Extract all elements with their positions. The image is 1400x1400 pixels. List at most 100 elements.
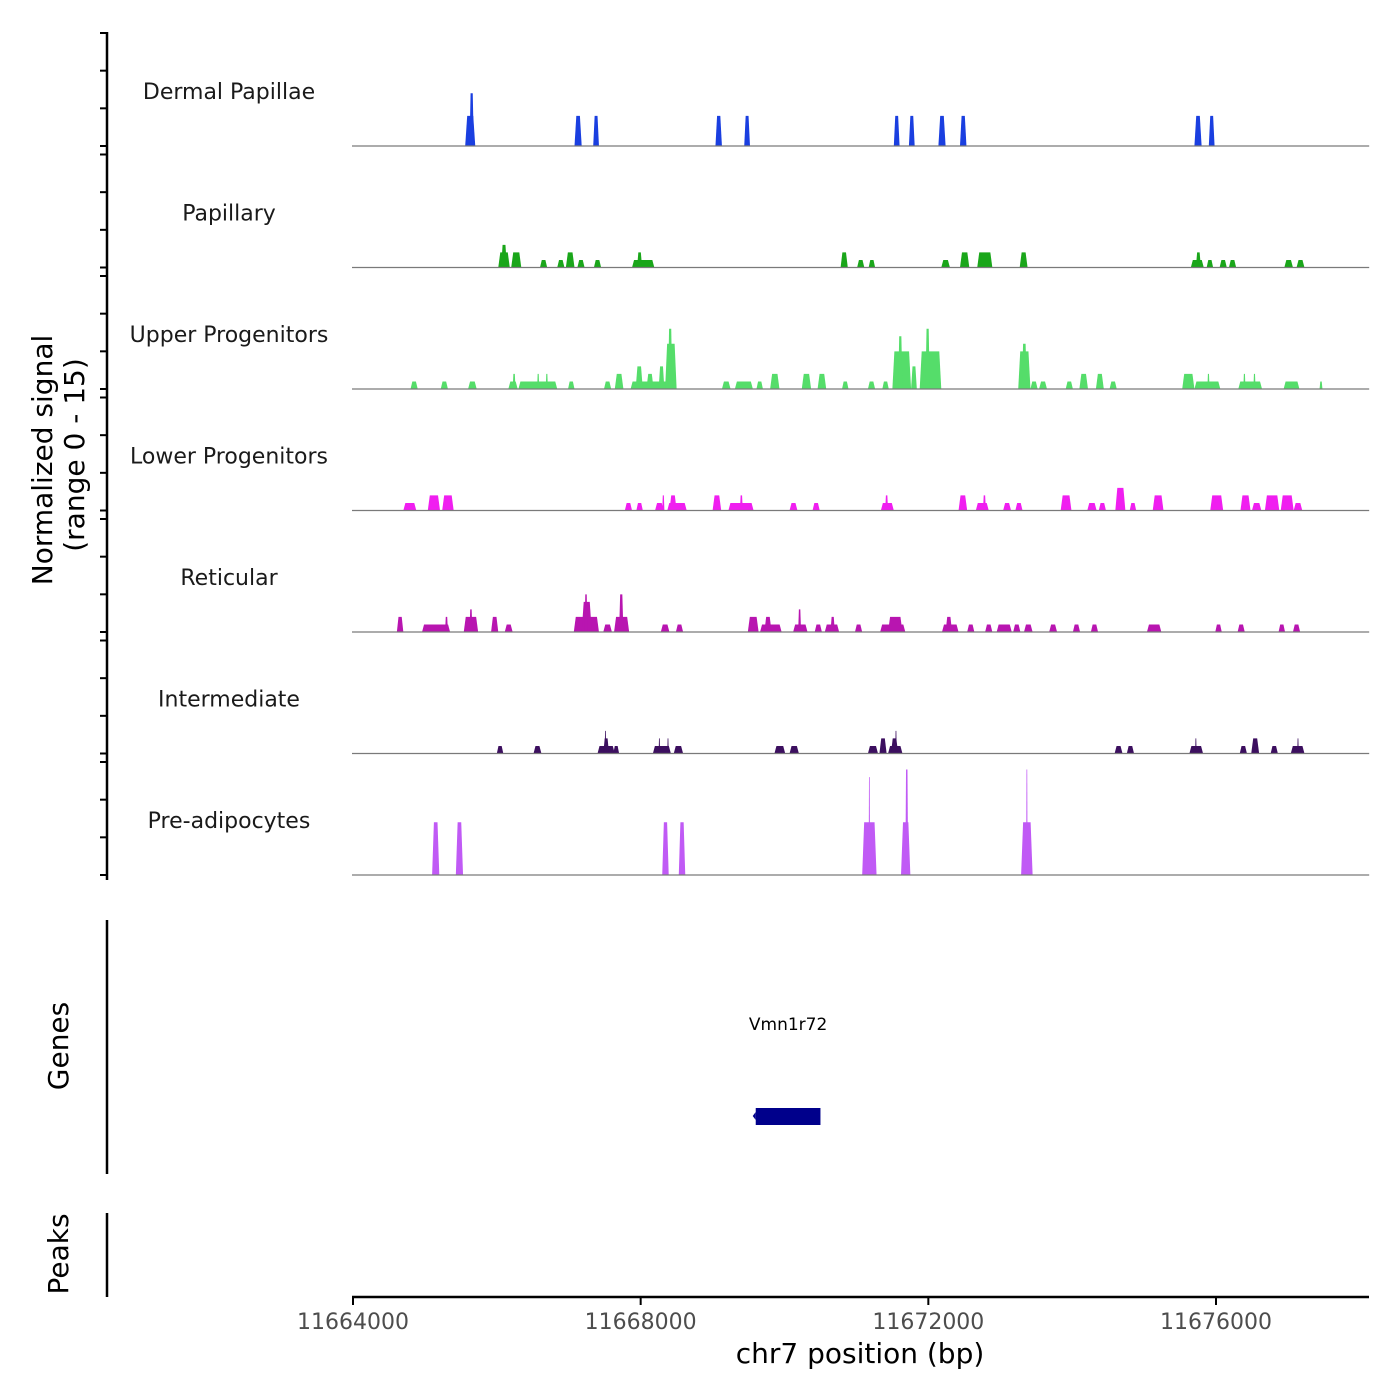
signal-peak [1292, 624, 1301, 632]
signal-peak [614, 373, 624, 389]
signal-peak [744, 115, 750, 146]
signal-peak [1003, 502, 1012, 511]
signal-peak [842, 381, 849, 389]
signal-peak [574, 115, 582, 146]
signal-peak [1264, 495, 1280, 511]
signal-peak [678, 822, 686, 875]
gene-strand-arrow [752, 1112, 756, 1120]
signal-peak [1210, 495, 1224, 511]
signal-peak [830, 616, 835, 632]
signal-peak [427, 495, 441, 511]
track-papillary: Papillary [182, 202, 1370, 269]
signal-peak [985, 624, 993, 632]
signal-peak [410, 381, 418, 389]
track-label: Intermediate [158, 688, 300, 713]
signal-peak [1039, 381, 1047, 389]
signal-peak [982, 495, 986, 511]
signal-peak [604, 730, 607, 754]
signal-peak [1090, 624, 1099, 632]
signal-peak [636, 502, 643, 511]
signal-peak [403, 502, 417, 511]
genes-track: Vmn1r72 [749, 1015, 827, 1125]
coverage-y-ticks [100, 32, 107, 876]
signal-peak [1280, 495, 1294, 511]
signal-peak [1194, 381, 1221, 389]
signal-peak [857, 259, 865, 268]
signal-peak [440, 381, 448, 389]
signal-peak [801, 373, 812, 389]
signal-peak [577, 259, 585, 268]
signal-peak [1072, 624, 1081, 632]
signal-peak [1208, 115, 1215, 146]
signal-peak [501, 244, 507, 268]
signal-peak [770, 373, 780, 389]
signal-peak [868, 777, 871, 875]
signal-peak [1060, 495, 1072, 511]
signal-peak [721, 381, 731, 389]
signal-peak [925, 328, 930, 389]
signal-peak [868, 259, 876, 268]
coverage-y-axis [100, 32, 109, 880]
signal-peak [882, 381, 889, 389]
signal-peak [1098, 502, 1106, 511]
signal-peak [840, 252, 848, 268]
signal-peak [1319, 381, 1323, 389]
signal-peak [715, 115, 722, 146]
gene-label: Vmn1r72 [749, 1015, 827, 1035]
signal-peak [1207, 373, 1210, 389]
signal-peak [1126, 745, 1135, 754]
signal-peak [1079, 373, 1088, 389]
signal-peak [445, 616, 448, 632]
signal-peak [817, 373, 827, 389]
track-label: Papillary [182, 202, 276, 227]
signal-peak [919, 351, 942, 389]
signal-peak [739, 495, 743, 511]
gene-body [755, 1108, 821, 1125]
signal-peak [1206, 259, 1214, 268]
signal-peak [422, 624, 451, 632]
signal-peak [504, 624, 513, 632]
signal-peak [798, 609, 802, 632]
signal-peak [890, 738, 899, 754]
signal-peak [1049, 624, 1058, 632]
signal-peak [545, 373, 548, 389]
signal-peak [895, 730, 897, 754]
signal-peak [959, 115, 967, 146]
signal-peak [1251, 502, 1262, 511]
signal-peak [911, 366, 917, 389]
x-axis-title: chr7 position (bp) [736, 1337, 985, 1370]
track-lower-progenitors: Lower Progenitors [130, 445, 1370, 512]
signal-peak [468, 381, 477, 389]
track-reticular: Reticular [180, 566, 1370, 633]
track-label: Dermal Papillae [143, 80, 315, 105]
signal-peak [747, 616, 759, 632]
track-upper-progenitors: Upper Progenitors [130, 323, 1370, 390]
signal-peak [774, 745, 786, 754]
signal-peak [908, 115, 915, 146]
signal-peak [1030, 381, 1038, 389]
signal-peak [432, 822, 440, 875]
coverage-tracks: Dermal Papillae Papillary Upper Progenitor… [130, 80, 1370, 876]
signal-peak [469, 609, 473, 632]
track-label: Upper Progenitors [130, 323, 329, 348]
signal-peak [1297, 738, 1299, 754]
signal-peak [879, 738, 887, 754]
signal-peak [1219, 259, 1227, 268]
signal-peak [603, 738, 610, 754]
signal-peak [1019, 252, 1028, 268]
signal-peak [945, 616, 953, 632]
signal-peak [958, 495, 968, 511]
signal-peak [557, 259, 565, 268]
signal-peak [667, 328, 673, 389]
signal-peak [1015, 502, 1023, 511]
signal-peak [637, 252, 643, 268]
track-label: Lower Progenitors [130, 445, 328, 470]
signal-peak [469, 93, 474, 146]
signal-peak [455, 822, 464, 875]
signal-peak [1251, 738, 1260, 754]
signal-peak [1278, 624, 1286, 632]
signal-peak [1026, 769, 1028, 875]
signal-peak [658, 738, 661, 754]
signal-peak [584, 594, 588, 632]
signal-peak [496, 745, 504, 754]
